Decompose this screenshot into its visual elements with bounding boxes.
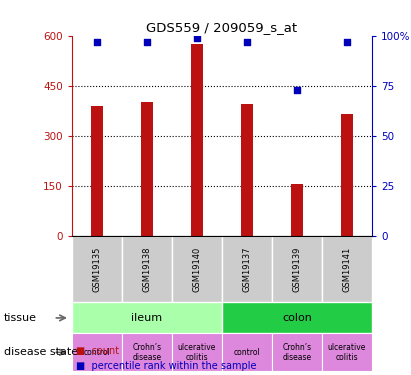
Bar [222, 333, 272, 371]
Text: control: control [83, 348, 110, 357]
Bar [322, 333, 372, 371]
Bar [291, 184, 303, 236]
Text: GSM19139: GSM19139 [293, 246, 301, 292]
Bar [72, 333, 122, 371]
Text: GSM19140: GSM19140 [192, 246, 201, 292]
Title: GDS559 / 209059_s_at: GDS559 / 209059_s_at [146, 21, 298, 34]
Bar [72, 236, 122, 302]
Text: colon: colon [282, 313, 312, 323]
Text: Crohn’s
disease: Crohn’s disease [282, 343, 312, 362]
Bar [341, 114, 353, 236]
Text: ulcerative
colitis: ulcerative colitis [178, 343, 216, 362]
Point [344, 39, 350, 45]
Point [244, 39, 250, 45]
Bar [141, 102, 153, 236]
Bar [122, 236, 172, 302]
Text: control: control [233, 348, 260, 357]
Bar [72, 302, 222, 333]
Bar [122, 333, 172, 371]
Text: Crohn’s
disease: Crohn’s disease [132, 343, 162, 362]
Text: GSM19138: GSM19138 [143, 246, 151, 292]
Bar [191, 44, 203, 236]
Point [293, 87, 300, 93]
Bar [91, 106, 103, 236]
Bar [272, 236, 322, 302]
Bar [272, 333, 322, 371]
Bar [172, 236, 222, 302]
Bar [222, 236, 272, 302]
Text: ■  percentile rank within the sample: ■ percentile rank within the sample [76, 361, 256, 370]
Text: GSM19135: GSM19135 [92, 246, 102, 292]
Text: GSM19137: GSM19137 [242, 246, 252, 292]
Bar [322, 236, 372, 302]
Text: disease state: disease state [4, 347, 78, 357]
Text: ileum: ileum [132, 313, 162, 323]
Text: ■  count: ■ count [76, 346, 119, 355]
Text: GSM19141: GSM19141 [342, 246, 351, 292]
Point [94, 39, 100, 45]
Point [144, 39, 150, 45]
Bar [222, 302, 372, 333]
Text: tissue: tissue [4, 313, 37, 323]
Bar [241, 104, 253, 236]
Bar [172, 333, 222, 371]
Point [194, 34, 200, 40]
Text: ulcerative
colitis: ulcerative colitis [328, 343, 366, 362]
